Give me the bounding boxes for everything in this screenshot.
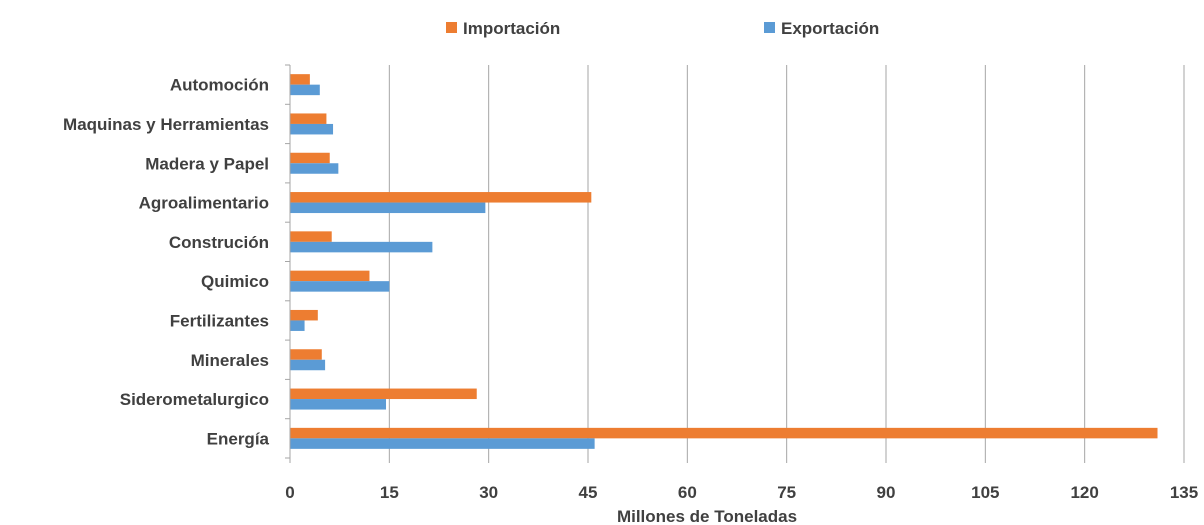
category-labels: Automoción Maquinas y Herramientas Madera … [63,76,270,449]
bar-importacion [290,231,332,242]
x-tick-labels: 0 15 30 45 60 75 90 105 120 135 [285,483,1198,502]
x-tick-label: 45 [579,483,598,502]
legend-label: Exportación [781,19,879,38]
x-tick-label: 60 [678,483,697,502]
bar-importacion [290,388,477,400]
legend-swatch [446,22,457,33]
bar-exportacion [290,202,486,214]
category-label: Fertilizantes [170,311,269,330]
x-axis-title: Millones de Toneladas [617,507,797,525]
category-label: Quimico [201,272,269,291]
bar-importacion [290,349,322,360]
category-label: Madera y Papel [145,154,269,173]
axes [285,64,291,463]
x-tick-label: 105 [971,483,999,502]
category-label: Energía [207,429,270,448]
category-label: Construción [169,233,269,252]
gridlines [388,65,1185,463]
category-label: Maquinas y Herramientas [63,115,269,134]
bar-exportacion [290,281,390,292]
category-label: Siderometalurgico [120,390,269,409]
category-label: Agroalimentario [139,194,269,213]
bar-importacion [290,309,318,321]
x-tick-label: 75 [777,483,796,502]
bar-exportacion [290,84,320,96]
bar-importacion [290,74,310,85]
bar-importacion [290,113,327,124]
category-label: Minerales [191,351,269,370]
bar-importacion [290,427,1158,439]
bar-exportacion [290,359,326,371]
bar-importacion [290,270,370,282]
bar-exportacion [290,163,339,174]
x-tick-label: 15 [380,483,399,502]
x-tick-label: 0 [285,483,294,502]
legend-label: Importación [463,19,560,38]
bars [290,74,1158,449]
bar-exportacion [290,320,305,331]
bar-importacion [290,152,330,164]
bar-importacion [290,192,592,203]
bar-exportacion [290,241,433,253]
x-tick-label: 120 [1070,483,1098,502]
bar-exportacion [290,399,387,410]
category-label: Automoción [170,76,269,95]
bar-exportacion [290,123,334,135]
bar-exportacion [290,438,595,449]
x-tick-label: 30 [479,483,498,502]
legend-swatch [764,22,775,33]
x-tick-label: 135 [1170,483,1198,502]
x-tick-label: 90 [877,483,896,502]
legend: Importación Exportación [446,19,879,38]
